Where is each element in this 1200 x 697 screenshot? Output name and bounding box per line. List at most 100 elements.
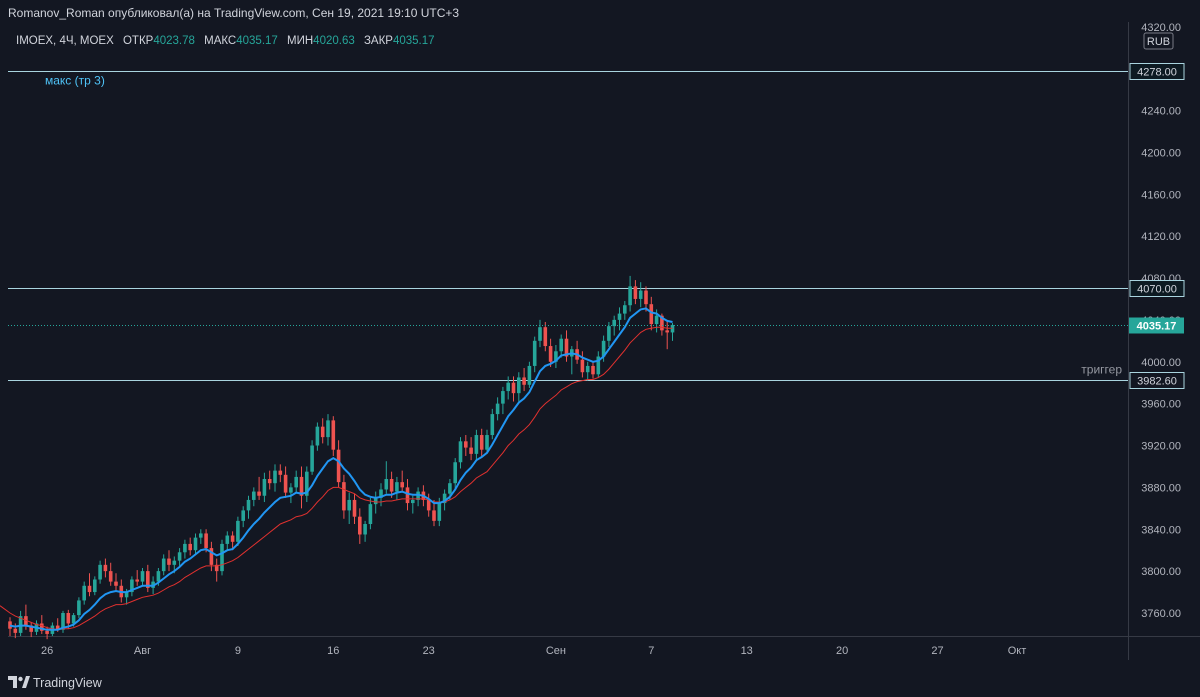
candle-body (617, 313, 622, 320)
candle-body (257, 491, 261, 496)
x-tick-label: 16 (327, 645, 339, 657)
candle-body (225, 535, 230, 544)
candle-body (273, 470, 277, 484)
candle-body (61, 613, 65, 630)
candle-body (432, 510, 436, 521)
candle-body (638, 290, 643, 299)
candle-body (527, 365, 532, 385)
candle-body (490, 414, 495, 436)
candle-body (517, 377, 521, 394)
last-price-tag (1129, 317, 1184, 334)
candle-body (474, 435, 479, 454)
last-price-label: 4035.17 (1137, 321, 1177, 333)
candle-body (93, 579, 97, 593)
candle-body (146, 571, 150, 588)
candle-body (130, 579, 134, 593)
y-tick-label: 3920.00 (1141, 441, 1181, 453)
candle-body (108, 571, 113, 582)
candle-body (29, 625, 33, 632)
moving-averages (0, 307, 673, 631)
y-tick-label: 3760.00 (1141, 608, 1181, 620)
candle-body (172, 560, 177, 565)
candle-body (389, 479, 394, 492)
candle-body (358, 516, 362, 535)
candle-body (40, 623, 44, 631)
candle-body (564, 338, 569, 357)
candle-body (156, 571, 161, 582)
tradingview-logo[interactable]: TradingView (8, 676, 103, 690)
candle-body (426, 499, 431, 511)
low-value: 4020.63 (313, 35, 355, 47)
candle-body (71, 615, 76, 624)
candle-body (289, 487, 293, 493)
candle-body (209, 548, 214, 565)
level-price-label: 3982.60 (1137, 376, 1177, 388)
candle-body (236, 520, 240, 542)
x-tick-label: 23 (423, 645, 435, 657)
candle-body (442, 493, 447, 504)
low-label: МИН (287, 35, 313, 47)
level-caption: макс (тр 3) (45, 74, 105, 88)
y-tick-label: 4160.00 (1141, 189, 1181, 201)
symbol-label: IMOEX, 4Ч, MOEX (16, 35, 114, 47)
candle-body (395, 482, 399, 492)
tradingview-brand: TradingView (33, 676, 103, 690)
candle-body (506, 382, 510, 392)
candle-body (501, 391, 505, 404)
candle-body (336, 449, 341, 483)
candle-body (654, 315, 659, 325)
y-tick-label: 4240.00 (1141, 106, 1181, 118)
x-tick-label: 26 (41, 645, 53, 657)
candle-body (644, 290, 648, 305)
tradingview-logo-icon (8, 676, 30, 688)
candle-body (633, 286, 638, 299)
candle-body (665, 330, 669, 333)
candle-body (416, 491, 420, 500)
candle-body (464, 441, 468, 448)
candle-body (543, 327, 548, 347)
candle-body (453, 462, 457, 484)
y-tick-label: 3840.00 (1141, 524, 1181, 536)
candle-body (479, 435, 484, 450)
candle-body (623, 305, 627, 314)
candle-body (167, 558, 171, 565)
candle-body (278, 470, 283, 475)
candle-body (485, 435, 489, 450)
candle-body (305, 471, 309, 496)
currency-badge[interactable]: RUB (1143, 32, 1174, 50)
candle-body (331, 420, 336, 450)
candle-body (183, 543, 187, 553)
x-axis-ticks: 26 Авг 9 16 23 Сен 7 13 20 27 Окт (41, 645, 1026, 657)
candle-body (294, 476, 298, 488)
candle-body (13, 628, 18, 633)
candle-body (161, 558, 166, 572)
candle-body (66, 613, 71, 624)
candle-body (98, 564, 102, 580)
high-label: МАКС (204, 35, 236, 47)
candle-body (607, 326, 611, 341)
candle-body (241, 510, 245, 521)
candle-body (469, 447, 473, 454)
ma-slow-line (0, 326, 673, 631)
last-price-marker: 4035.17 (8, 317, 1184, 334)
candle-body (580, 359, 585, 373)
candle-body (495, 403, 500, 415)
candle-body (103, 564, 108, 572)
candle-body (458, 441, 463, 463)
candle-body (82, 585, 86, 601)
candle-body (373, 497, 378, 505)
candle-body (299, 476, 304, 496)
ohlc-legend: IMOEX, 4Ч, MOEX ОТКР4023.78 МАКС4035.17 … (16, 35, 435, 47)
candle-body (368, 504, 373, 525)
close-value: 4035.17 (393, 35, 435, 47)
y-tick-label: 4200.00 (1141, 147, 1181, 159)
candle-body (649, 304, 654, 325)
candle-body (45, 630, 49, 634)
x-tick-label: 13 (741, 645, 753, 657)
candle-body (405, 487, 410, 504)
candle-body (230, 535, 235, 542)
candle-body (18, 616, 23, 633)
y-tick-label: 4000.00 (1141, 357, 1181, 369)
candle-body (267, 479, 272, 484)
